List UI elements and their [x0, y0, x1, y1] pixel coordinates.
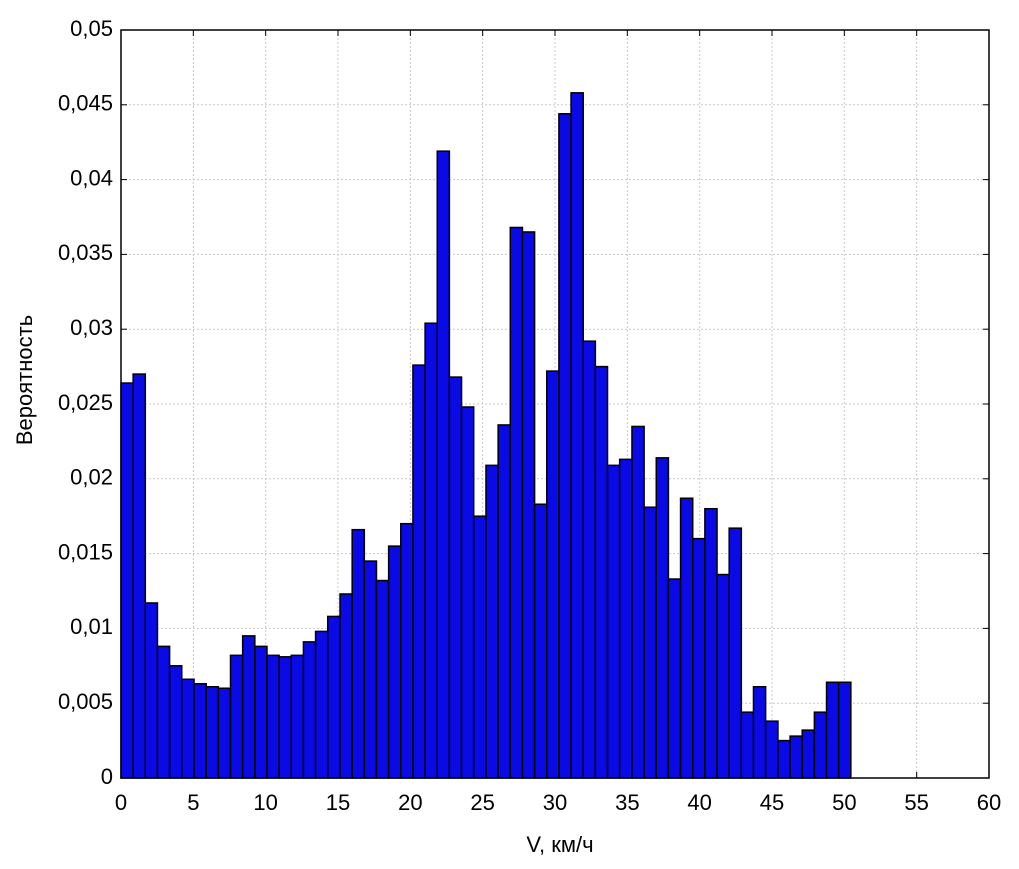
- bar: [667, 578, 682, 779]
- bar: [144, 602, 159, 779]
- bar: [314, 630, 329, 779]
- x-tick-label: 15: [326, 790, 350, 815]
- bar: [570, 92, 584, 779]
- x-tick-label: 30: [543, 790, 567, 815]
- bar: [156, 645, 171, 779]
- bar: [400, 522, 414, 779]
- bar: [777, 739, 791, 779]
- bar: [813, 711, 828, 779]
- bar: [740, 711, 755, 779]
- bar: [837, 681, 852, 779]
- x-tick-label: 10: [253, 790, 277, 815]
- y-tick-label: 0,01: [70, 614, 113, 639]
- plot-frame: [120, 29, 990, 779]
- bar: [631, 425, 645, 779]
- bar: [801, 729, 816, 779]
- bar: [716, 573, 730, 779]
- bar: [606, 464, 621, 779]
- bar: [509, 226, 524, 779]
- bar: [533, 503, 548, 779]
- bar: [825, 681, 840, 779]
- bar: [789, 735, 803, 779]
- bar: [290, 654, 305, 779]
- bar: [302, 641, 317, 779]
- x-tick-label: 60: [977, 790, 1001, 815]
- bar: [254, 645, 268, 779]
- y-tick-label: 0,035: [58, 240, 113, 265]
- bar: [691, 537, 706, 779]
- x-tick-label: 35: [615, 790, 639, 815]
- x-tick-label: 40: [687, 790, 711, 815]
- y-axis-label: Вероятность: [12, 315, 37, 445]
- bar: [387, 545, 402, 779]
- bar: [655, 457, 670, 779]
- bar: [168, 665, 183, 779]
- y-tick-label: 0,025: [58, 390, 113, 415]
- x-tick-label: 5: [187, 790, 199, 815]
- bar: [181, 678, 195, 779]
- bar: [546, 370, 560, 779]
- bar: [558, 113, 572, 779]
- bar: [241, 635, 256, 779]
- bar: [424, 322, 438, 779]
- x-tick-label: 50: [832, 790, 856, 815]
- bar: [120, 382, 134, 779]
- bar: [460, 406, 475, 779]
- x-axis-label: V, км/ч: [526, 832, 593, 857]
- bar: [363, 560, 378, 779]
- bar: [448, 376, 463, 779]
- bar: [618, 458, 633, 779]
- y-tick-label: 0,005: [58, 689, 113, 714]
- bar: [764, 720, 779, 779]
- bar: [229, 654, 244, 779]
- y-tick-label: 0,015: [58, 539, 113, 564]
- bar: [704, 507, 718, 779]
- bar: [412, 364, 426, 779]
- bar: [679, 497, 694, 779]
- x-tick-label: 45: [760, 790, 784, 815]
- y-tick-label: 0,02: [70, 465, 113, 490]
- x-tick-label: 25: [470, 790, 494, 815]
- x-tick-label: 0: [115, 790, 127, 815]
- y-tick-label: 0,03: [70, 315, 113, 340]
- bar: [278, 656, 293, 779]
- bar: [375, 579, 390, 779]
- bar: [643, 506, 658, 779]
- bar: [728, 527, 743, 779]
- bar: [582, 340, 597, 779]
- bar: [205, 685, 220, 779]
- bar: [217, 687, 232, 779]
- bar: [485, 464, 499, 779]
- x-tick-label: 20: [398, 790, 422, 815]
- bar: [472, 515, 487, 779]
- y-tick-label: 0: [101, 764, 113, 789]
- bar: [339, 593, 353, 779]
- bar: [132, 373, 147, 779]
- y-tick-label: 0,05: [70, 16, 113, 41]
- bar: [193, 683, 207, 779]
- bar: [326, 615, 341, 779]
- bar: [594, 365, 609, 779]
- bar: [351, 528, 366, 779]
- bar: [521, 231, 536, 779]
- bar: [497, 424, 512, 779]
- y-tick-label: 0,04: [70, 165, 113, 190]
- y-tick-label: 0,045: [58, 91, 113, 116]
- bar: [752, 685, 767, 779]
- x-tick-label: 55: [904, 790, 928, 815]
- bar: [436, 150, 451, 779]
- bar: [266, 654, 280, 779]
